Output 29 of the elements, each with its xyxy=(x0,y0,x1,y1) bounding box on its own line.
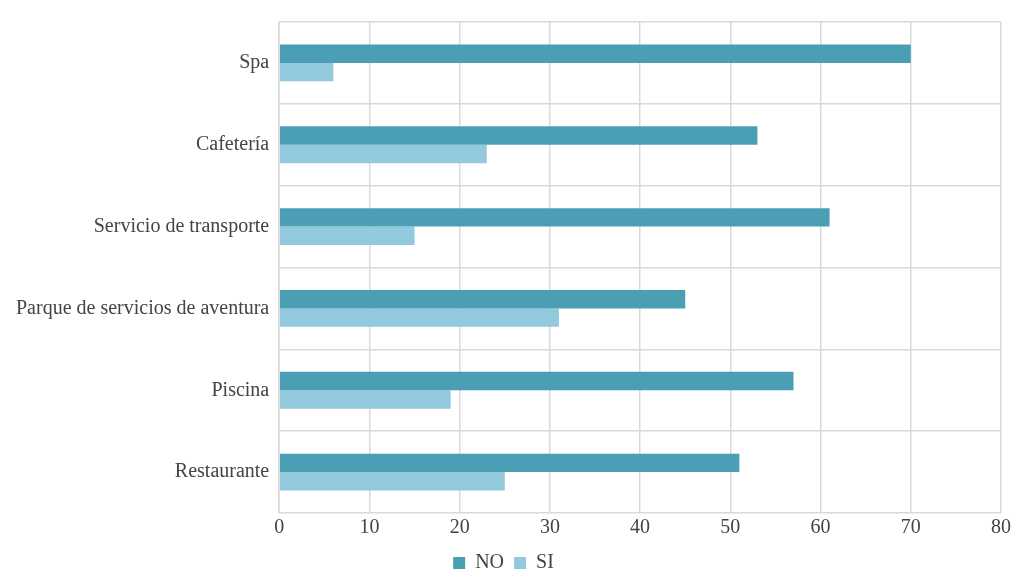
bar xyxy=(279,62,334,82)
legend-label: SI xyxy=(536,550,554,573)
x-tick-label: 20 xyxy=(449,515,470,538)
x-tick-label: 30 xyxy=(539,515,560,538)
bar xyxy=(279,290,686,309)
y-tick-label: Piscina xyxy=(211,377,270,400)
x-tick-label: 60 xyxy=(810,515,831,538)
y-tick-label: Parque de servicios de aventura xyxy=(16,295,270,319)
bar xyxy=(279,126,758,145)
y-tick-label: Spa xyxy=(239,50,270,74)
bar xyxy=(279,472,505,491)
y-tick-label: Servicio de transporte xyxy=(93,213,270,237)
bar xyxy=(279,371,794,391)
x-tick-label: 80 xyxy=(991,515,1011,538)
bar xyxy=(279,390,451,409)
bar xyxy=(279,453,740,473)
x-tick-label: 50 xyxy=(720,515,741,538)
y-tick-label: Cafetería xyxy=(195,132,270,154)
bar xyxy=(279,308,559,327)
x-tick-label: 40 xyxy=(630,515,651,538)
bar xyxy=(279,44,911,63)
bar xyxy=(279,226,415,245)
x-tick-label: 10 xyxy=(359,515,380,538)
bar xyxy=(279,144,487,164)
x-tick-label: 70 xyxy=(900,515,921,538)
y-tick-label: Restaurante xyxy=(174,459,270,482)
legend-label: NO xyxy=(475,550,505,573)
bar xyxy=(279,208,830,227)
x-tick-label: 0 xyxy=(274,515,285,538)
